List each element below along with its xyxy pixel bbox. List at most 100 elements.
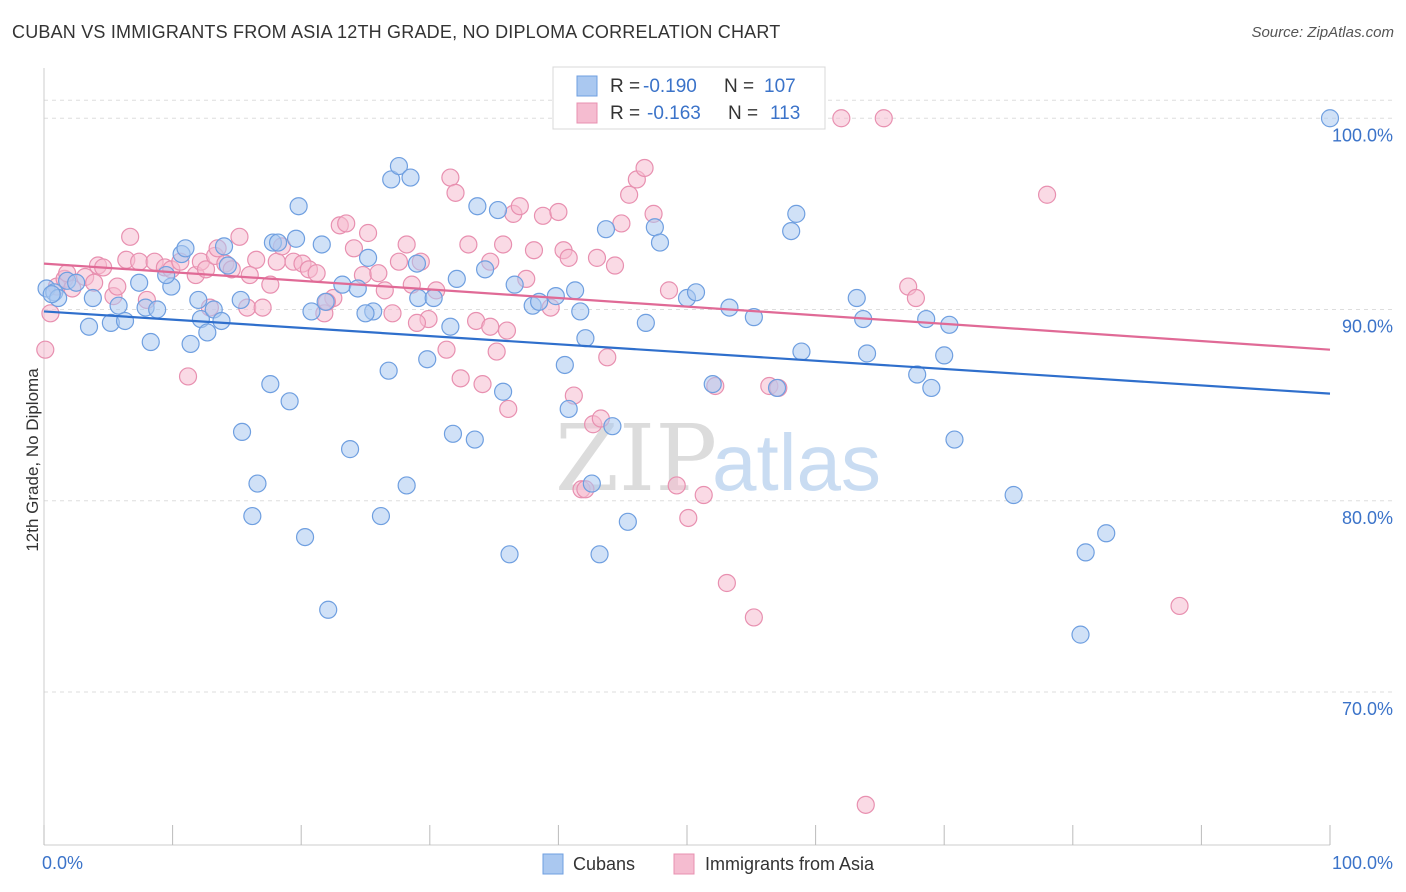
cubans-point-41: [340, 440, 360, 459]
cubans-point-45: [371, 506, 391, 526]
cubans-point-95: [935, 346, 954, 365]
y-tick-label-80: 80.0%: [1342, 508, 1393, 528]
cubans-point-57: [465, 430, 484, 449]
cubans-point-35: [295, 527, 315, 547]
y-axis-label: 12th Grade, No Diploma: [23, 368, 42, 552]
asia-point-60: [487, 342, 506, 361]
cubans-point-5: [79, 317, 99, 336]
legend-r-label-0: R =: [610, 76, 640, 97]
watermark: ZIP atlas: [555, 405, 881, 512]
cubans-point-105: [356, 304, 375, 323]
cubans-point-43: [358, 248, 378, 267]
cubans-point-98: [1004, 485, 1023, 505]
asia-point-28: [253, 298, 272, 317]
legend-bottom-asia: Immigrants from Asia: [705, 854, 875, 874]
points-cubans: [37, 109, 1340, 644]
cubans-point-86: [782, 221, 801, 241]
cubans-point-78: [645, 218, 664, 237]
asia-point-56: [459, 235, 478, 254]
asia-point-105: [407, 313, 427, 332]
cubans-point-69: [566, 281, 585, 300]
cubans-point-25: [231, 290, 250, 310]
y-tick-label-70: 70.0%: [1342, 699, 1393, 719]
cubans-point-56: [447, 269, 466, 288]
y-tick-labels: 70.0% 80.0% 90.0% 100.0%: [1332, 125, 1393, 719]
cubans-point-71: [576, 329, 595, 348]
asia-point-91: [744, 608, 763, 627]
asia-point-97: [874, 109, 893, 128]
asia-point-78: [605, 256, 625, 275]
x-tick-labels: 0.0% 100.0%: [42, 853, 1393, 873]
cubans-point-72: [582, 474, 601, 493]
cubans-point-87: [787, 204, 806, 223]
asia-point-80: [620, 185, 639, 204]
cubans-point-100: [1076, 543, 1095, 562]
asia-point-106: [481, 317, 500, 336]
cubans-point-20: [198, 323, 217, 342]
cubans-point-54: [441, 317, 460, 336]
asia-point-52: [437, 340, 456, 359]
legend-series: Cubans Immigrants from Asia: [542, 853, 875, 875]
asia-point-1: [41, 304, 60, 323]
asia-point-61: [494, 235, 513, 254]
cubans-point-85: [767, 378, 787, 398]
cubans-point-36: [302, 302, 321, 321]
trend-lines: [43, 262, 1331, 395]
cubans-point-24: [214, 237, 234, 256]
cubans-point-55: [443, 424, 463, 443]
asia-point-96: [856, 795, 875, 814]
asia-point-55: [451, 369, 470, 388]
cubans-point-52: [418, 350, 437, 369]
legend-swatch-asia: [576, 102, 598, 124]
cubans-point-84: [744, 308, 763, 327]
legend-r-label-1: R =: [610, 103, 640, 124]
cubans-point-38: [316, 292, 335, 311]
asia-point-77: [598, 348, 617, 367]
x-tick-label-100: 100.0%: [1332, 853, 1393, 873]
asia-point-42: [358, 223, 378, 243]
cubans-point-27: [243, 506, 262, 526]
cubans-point-22: [212, 311, 231, 331]
cubans-point-50: [401, 168, 420, 187]
asia-point-0: [36, 340, 55, 359]
asia-point-30: [267, 252, 286, 271]
cubans-point-58: [468, 197, 487, 216]
asia-point-11: [121, 227, 140, 246]
y-tick-label-90: 90.0%: [1342, 317, 1393, 337]
cubans-point-33: [286, 229, 306, 248]
cubans-point-70: [571, 302, 590, 321]
cubans-point-60: [488, 200, 508, 220]
cubans-point-76: [618, 512, 637, 531]
asia-point-79: [612, 214, 631, 233]
asia-point-69: [549, 202, 568, 222]
asia-point-40: [344, 239, 364, 258]
cubans-point-102: [1320, 109, 1340, 128]
cubans-point-74: [596, 220, 616, 239]
axes: [43, 68, 1331, 846]
asia-point-102: [85, 273, 104, 292]
cubans-point-97: [945, 430, 964, 449]
chart-title: CUBAN VS IMMIGRANTS FROM ASIA 12TH GRADE…: [12, 22, 781, 42]
asia-point-109: [587, 248, 607, 267]
cubans-point-12: [141, 332, 160, 352]
cubans-point-32: [280, 392, 299, 411]
cubans-point-6: [83, 288, 102, 308]
cubans-point-48: [389, 156, 409, 176]
asia-point-71: [559, 248, 578, 267]
cubans-point-93: [917, 309, 936, 329]
x-tick-label-0: 0.0%: [42, 853, 83, 873]
cubans-point-89: [847, 288, 866, 308]
y-tick-label-100: 100.0%: [1332, 125, 1393, 145]
asia-point-62: [499, 399, 518, 419]
legend-n-value-1: 113: [770, 103, 800, 124]
asia-point-25: [230, 227, 249, 246]
cubans-point-67: [555, 355, 574, 375]
cubans-point-49: [397, 476, 416, 495]
cubans-point-13: [148, 300, 167, 319]
cubans-point-18: [189, 290, 208, 310]
asia-point-53: [441, 168, 460, 187]
legend-swatch-cubans: [576, 75, 598, 97]
asia-point-95: [832, 109, 851, 128]
asia-point-66: [524, 241, 544, 260]
